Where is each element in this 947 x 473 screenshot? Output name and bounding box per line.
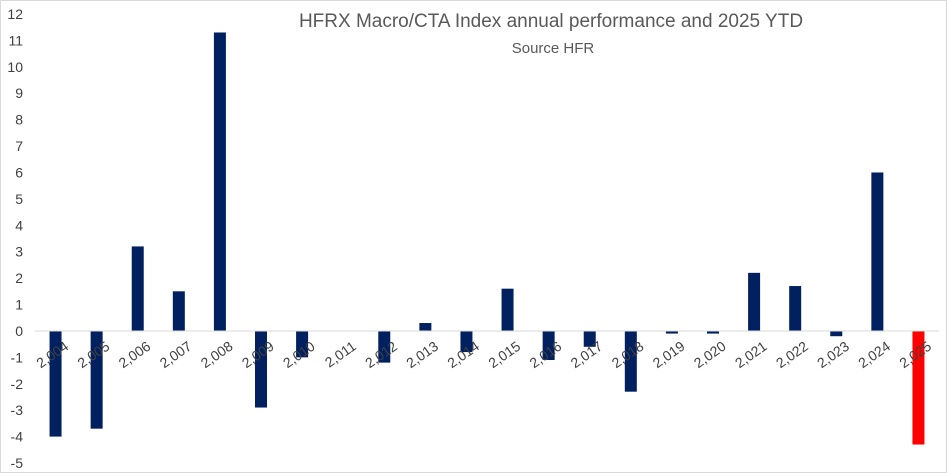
bar-2021 [748,272,761,331]
y-tick-label: 0 [15,323,23,339]
bar-2005 [90,330,103,429]
bar-2014 [460,330,473,353]
bar-series [49,32,925,445]
x-tick-label: 2,007 [157,338,195,371]
bar-2017 [583,330,596,347]
bar-2018 [624,330,637,392]
bar-2024 [871,172,884,331]
y-tick-label: -5 [11,455,24,471]
x-axis-category-labels: 2,004 2,005 2,006 2,007 2,008 2,009 2,010 2,011… [33,338,934,371]
y-tick-label: -1 [11,349,24,365]
x-tick-label: 2,022 [773,338,811,371]
bar-2022 [789,286,802,331]
x-tick-label: 2,015 [485,338,523,371]
y-tick-label: -4 [11,429,24,445]
bar-2020 [707,330,719,334]
bar-2015 [501,288,514,331]
y-tick-label: 10 [7,59,23,75]
bar-2010 [296,330,309,358]
y-tick-label: 8 [15,112,23,128]
bar-2023 [830,330,843,337]
y-tick-label: 3 [15,244,23,260]
chart-subtitle: Source HFR [512,40,595,57]
x-tick-label: 2,013 [403,338,441,371]
bar-2009 [255,330,267,408]
chart-title: HFRX Macro/CTA Index annual performance … [299,11,803,32]
x-tick-label: 2,008 [198,338,236,371]
bar-2007 [172,291,185,331]
x-tick-label: 2,006 [116,338,154,371]
bar-2013 [419,323,432,331]
y-tick-label: 12 [7,6,23,22]
bar-2019 [665,330,678,334]
bar-2025 [912,330,925,445]
y-tick-label: 5 [15,191,23,207]
y-tick-label: -3 [11,402,24,418]
y-tick-label: 11 [8,32,23,48]
y-tick-label: 4 [15,217,23,233]
y-tick-label: 7 [15,138,23,154]
y-tick-label: 9 [15,85,23,101]
x-tick-label: 2,024 [855,338,893,371]
y-tick-label: -2 [11,376,24,392]
y-tick-label: 2 [15,270,23,286]
bar-2006 [131,246,144,331]
y-tick-label: 6 [15,164,23,180]
x-tick-label: 2,019 [650,338,688,371]
bar-2004 [49,330,62,437]
bar-2008 [213,32,226,331]
y-tick-label: 1 [15,297,23,313]
bar-2016 [542,330,555,360]
x-tick-label: 2,020 [691,338,729,371]
x-tick-label: 2,011 [322,338,359,371]
bar-2012 [378,330,391,363]
x-tick-label: 2,023 [814,338,852,371]
x-tick-label: 2,021 [732,338,770,371]
